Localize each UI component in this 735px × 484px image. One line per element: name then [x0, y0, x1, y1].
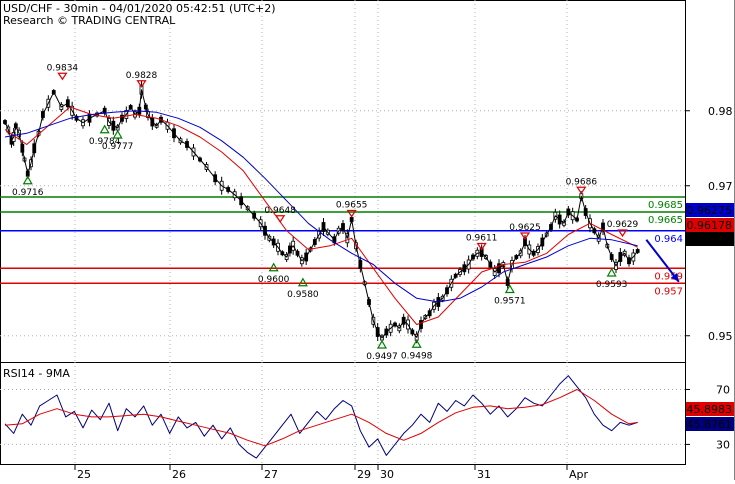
grid-layer [0, 0, 685, 465]
trough-marker [268, 262, 279, 272]
trough-marker [22, 175, 33, 185]
rsi-title: RSI14 - 9MA [3, 367, 70, 380]
trough-label: 0.9571 [494, 297, 526, 307]
x-tick-label: 27 [264, 468, 278, 480]
rsi-line [4, 375, 638, 459]
rsi-panel-frame [0, 362, 686, 465]
x-tick-label: 25 [77, 468, 91, 480]
x-tick-label: 26 [172, 468, 186, 480]
price-tag-box [686, 218, 734, 232]
peak-label: 0.9611 [466, 234, 498, 244]
peak-label: 0.9686 [566, 177, 598, 187]
peak-label: 0.9834 [47, 63, 79, 73]
price-tick-label: 0.95 [708, 330, 733, 343]
peak-label: 0.9648 [264, 206, 296, 216]
price-tag-box [686, 203, 734, 217]
peak-marker [476, 242, 487, 251]
rsi-tag-box [686, 402, 734, 416]
trough-marker [297, 277, 308, 287]
price-tag-label: 0.96131 [687, 233, 733, 246]
x-tick-label: 31 [477, 468, 491, 480]
rsi-tick-label: 70 [716, 383, 730, 396]
chart-subtitle: Research © TRADING CENTRAL [3, 14, 176, 27]
x-tick-label: 29 [357, 468, 371, 480]
price-line [333, 195, 639, 339]
rsi-tag-box [686, 417, 734, 431]
x-tick-label: Apr [569, 468, 589, 480]
rsi-ma-line [4, 389, 638, 447]
chart-title: USD/CHF - 30min - 04/01/2020 05:42:51 (U… [3, 2, 276, 15]
forecast-arrow-shaft [645, 239, 680, 283]
peak-label: 0.9629 [607, 220, 639, 230]
trough-marker [376, 339, 388, 349]
level-layer: 0.9685 0.9665 0.964 0.959 0.957 [0, 196, 685, 297]
trough-marker [411, 339, 422, 348]
trough-label: 0.9777 [102, 142, 134, 152]
trough-marker [112, 129, 123, 139]
price-tag-label: 0.96178 [687, 219, 733, 232]
peak-marker [346, 209, 357, 218]
series-layer [3, 80, 680, 459]
axis-layer: 0.98 0.97 0.95 25 26 27 29 30 31 Apr 70 30 [74, 105, 733, 481]
level-label-support: 0.957 [654, 286, 683, 297]
peak-label: 0.9655 [336, 201, 368, 211]
price-tag-label: 0.96275 [687, 204, 733, 217]
peak-marker [617, 229, 628, 238]
trough-label: 0.9580 [287, 290, 319, 300]
trough-label: 0.9593 [596, 280, 628, 290]
peak-label: 0.9828 [126, 71, 158, 81]
trough-marker [99, 124, 110, 134]
trough-label: 0.9498 [401, 351, 433, 361]
peak-marker [57, 72, 68, 81]
peak-marker [136, 80, 147, 88]
trough-label: 0.9497 [366, 352, 398, 362]
peak-marker [519, 232, 531, 241]
price-tick-label: 0.97 [708, 180, 733, 193]
level-label-support: 0.959 [654, 271, 683, 282]
price-tick-label: 0.98 [708, 105, 733, 118]
x-tick-label: 30 [380, 468, 394, 480]
trough-label: 0.9784 [89, 137, 121, 147]
rsi-tick-label: 30 [716, 438, 730, 451]
level-label-pivot: 0.964 [654, 234, 683, 245]
level-label-resistance: 0.9665 [648, 215, 683, 226]
trough-marker [504, 284, 515, 294]
trough-label: 0.9600 [258, 275, 290, 285]
trough-marker [606, 267, 617, 277]
peak-marker [576, 186, 587, 195]
price-line [4, 89, 335, 262]
rsi-tag-label: 45.8761 [687, 418, 733, 431]
ma-slow-line [4, 110, 638, 303]
forecast-arrow-head [670, 272, 679, 282]
price-tag-box [686, 232, 734, 246]
peak-label: 0.9625 [509, 223, 541, 233]
ma-fast-line [4, 106, 638, 325]
trough-label: 0.9716 [12, 188, 44, 198]
rsi-tag-label: 45.8983 [687, 403, 733, 416]
peak-marker [275, 215, 286, 223]
level-label-resistance: 0.9685 [648, 200, 683, 211]
